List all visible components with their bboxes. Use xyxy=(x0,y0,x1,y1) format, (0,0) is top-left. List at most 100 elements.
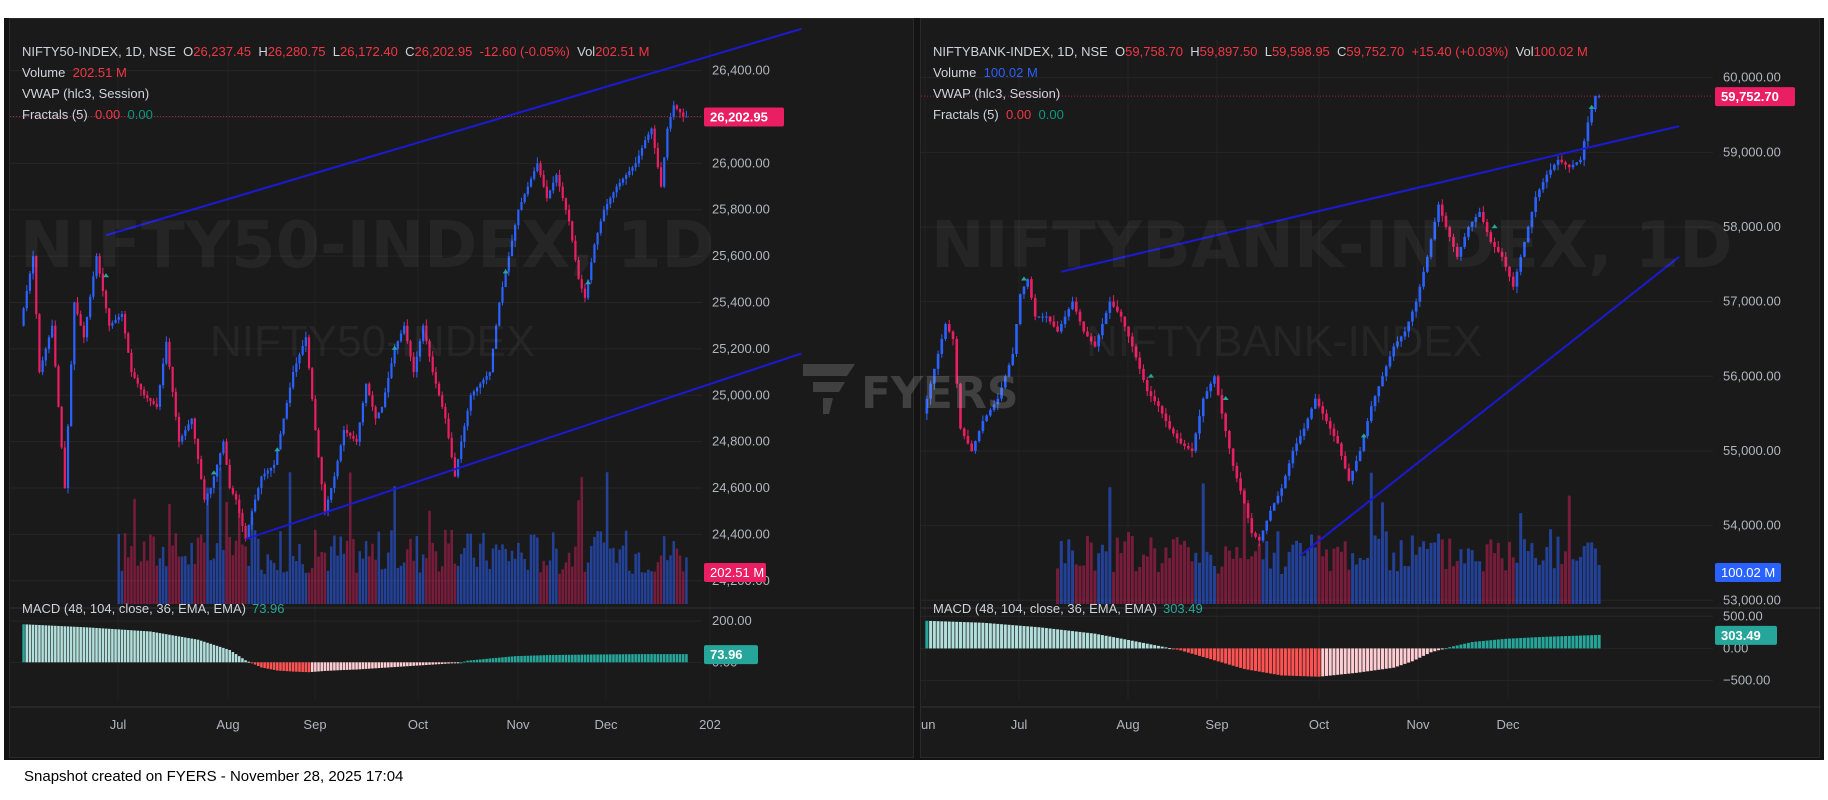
volume-bar xyxy=(1508,541,1511,604)
candle-body xyxy=(1351,470,1354,481)
macd-histogram-bar xyxy=(1313,648,1317,677)
candle-body xyxy=(1127,326,1130,337)
candle-body xyxy=(66,426,70,489)
macd-histogram-bar xyxy=(681,654,685,663)
candle-body xyxy=(108,308,111,326)
candle-body xyxy=(339,445,342,461)
volume-bar xyxy=(304,572,308,604)
candle-body xyxy=(1437,204,1440,223)
macd-histogram-bar xyxy=(504,657,507,663)
candle-body xyxy=(659,167,663,187)
volume-bar xyxy=(1489,539,1493,604)
candle-body xyxy=(959,383,962,429)
macd-legend[interactable]: MACD (48, 104, close, 36, EMA, EMA) 303.4… xyxy=(933,601,1203,616)
macd-histogram-bar xyxy=(1552,636,1556,649)
volume-indicator-row[interactable]: Volume 202.51 M xyxy=(22,62,649,83)
macd-histogram-bar xyxy=(669,654,672,663)
candle-body xyxy=(561,186,564,199)
macd-histogram-bar xyxy=(1048,628,1052,649)
candle-body xyxy=(399,333,403,342)
volume-bar xyxy=(523,558,526,604)
macd-histogram-bar xyxy=(82,627,86,663)
volume-bar xyxy=(551,532,555,604)
candle-body xyxy=(1104,312,1108,325)
volume-value: 202.51 M xyxy=(72,65,127,80)
macd-histogram-bar xyxy=(1160,646,1164,649)
macd-histogram-bar xyxy=(25,624,29,663)
nifty50-chart-svg[interactable]: 26,400.0026,200.0026,000.0025,800.0025,6… xyxy=(10,19,915,759)
candle-body xyxy=(1571,164,1575,168)
macd-histogram-bar xyxy=(241,658,244,663)
fractal-marker xyxy=(585,280,592,285)
fractals-label: Fractals (5) xyxy=(933,107,999,122)
candle-body xyxy=(41,360,44,373)
volume-bar xyxy=(574,546,577,604)
volume-bar xyxy=(672,541,675,604)
price-tick-label: 24,600.00 xyxy=(712,480,770,495)
niftybank-chart-panel[interactable]: 60,000.00 59,000.00 58,000.00 57,000.00 56,0… xyxy=(920,18,1821,759)
candle-body xyxy=(412,356,415,373)
candle-body xyxy=(1429,239,1433,257)
macd-histogram-bar xyxy=(174,635,178,663)
candle-body xyxy=(1089,336,1093,342)
macd-histogram-bar xyxy=(1530,637,1534,649)
volume-bar xyxy=(146,560,149,604)
macd-histogram-bar xyxy=(310,662,314,672)
macd-histogram-bar xyxy=(615,654,618,663)
volume-bar xyxy=(199,534,203,604)
candle-body xyxy=(510,240,514,257)
fractals-indicator-row[interactable]: Fractals (5) 0.00 0.00 xyxy=(22,104,649,125)
volume-bar xyxy=(1362,559,1366,604)
volume-bar xyxy=(1261,559,1265,604)
candle-body xyxy=(1280,488,1283,496)
volume-bar xyxy=(1324,549,1328,604)
macd-histogram-bar xyxy=(352,662,355,670)
macd-histogram-bar xyxy=(1141,642,1145,649)
price-tick-label: 56,000.00 xyxy=(1723,368,1781,383)
macd-histogram-bar xyxy=(507,656,511,663)
macd-histogram-bar xyxy=(542,655,545,663)
candle-body xyxy=(1433,222,1437,240)
volume-bar xyxy=(1388,570,1392,604)
candle-body xyxy=(472,391,476,396)
volume-bar xyxy=(1108,487,1112,604)
volume-bar xyxy=(434,551,438,604)
macd-histogram-bar xyxy=(1366,648,1370,672)
candle-body xyxy=(1086,331,1089,337)
volume-bar xyxy=(123,533,127,604)
macd-histogram-bar xyxy=(44,625,48,663)
volume-bar xyxy=(1493,553,1497,604)
candle-body xyxy=(1000,387,1003,399)
macd-histogram-bar xyxy=(1526,637,1530,649)
macd-legend[interactable]: MACD (48, 104, close, 36, EMA, EMA) 73.96 xyxy=(22,601,285,616)
macd-histogram-bar xyxy=(1351,648,1355,674)
nifty50-chart-panel[interactable]: 26,400.0026,200.0026,000.0025,800.0025,6… xyxy=(9,18,915,759)
volume-bar xyxy=(152,536,155,604)
macd-histogram-bar xyxy=(1470,642,1474,649)
volume-bar xyxy=(650,571,653,604)
candle-body xyxy=(564,198,568,210)
volume-indicator-row[interactable]: Volume 100.02 M xyxy=(933,62,1588,83)
price-tick-label: 54,000.00 xyxy=(1723,518,1781,533)
candle-body xyxy=(1332,428,1336,437)
volume-bar xyxy=(504,548,507,604)
candle-body xyxy=(447,418,450,438)
vol-label: Vol xyxy=(1515,44,1534,59)
vwap-indicator-row[interactable]: VWAP (hlc3, Session) xyxy=(933,83,1588,104)
macd-histogram-bar xyxy=(1440,648,1444,650)
macd-histogram-bar xyxy=(1205,648,1209,659)
candle-body xyxy=(1164,413,1168,422)
macd-histogram-bar xyxy=(570,654,574,663)
volume-bar xyxy=(1063,563,1067,604)
niftybank-chart-svg[interactable]: 60,000.00 59,000.00 58,000.00 57,000.00 56,0… xyxy=(921,19,1821,759)
volume-bar xyxy=(450,529,453,604)
fractals-indicator-row[interactable]: Fractals (5) 0.00 0.00 xyxy=(933,104,1588,125)
candle-body xyxy=(590,262,593,281)
macd-histogram-bar xyxy=(187,638,190,663)
candle-body xyxy=(1306,418,1310,429)
volume-bar xyxy=(586,562,590,604)
macd-histogram-bar xyxy=(425,662,428,665)
macd-histogram-bar xyxy=(228,649,231,663)
open-label: O xyxy=(183,44,194,59)
vwap-indicator-row[interactable]: VWAP (hlc3, Session) xyxy=(22,83,649,104)
